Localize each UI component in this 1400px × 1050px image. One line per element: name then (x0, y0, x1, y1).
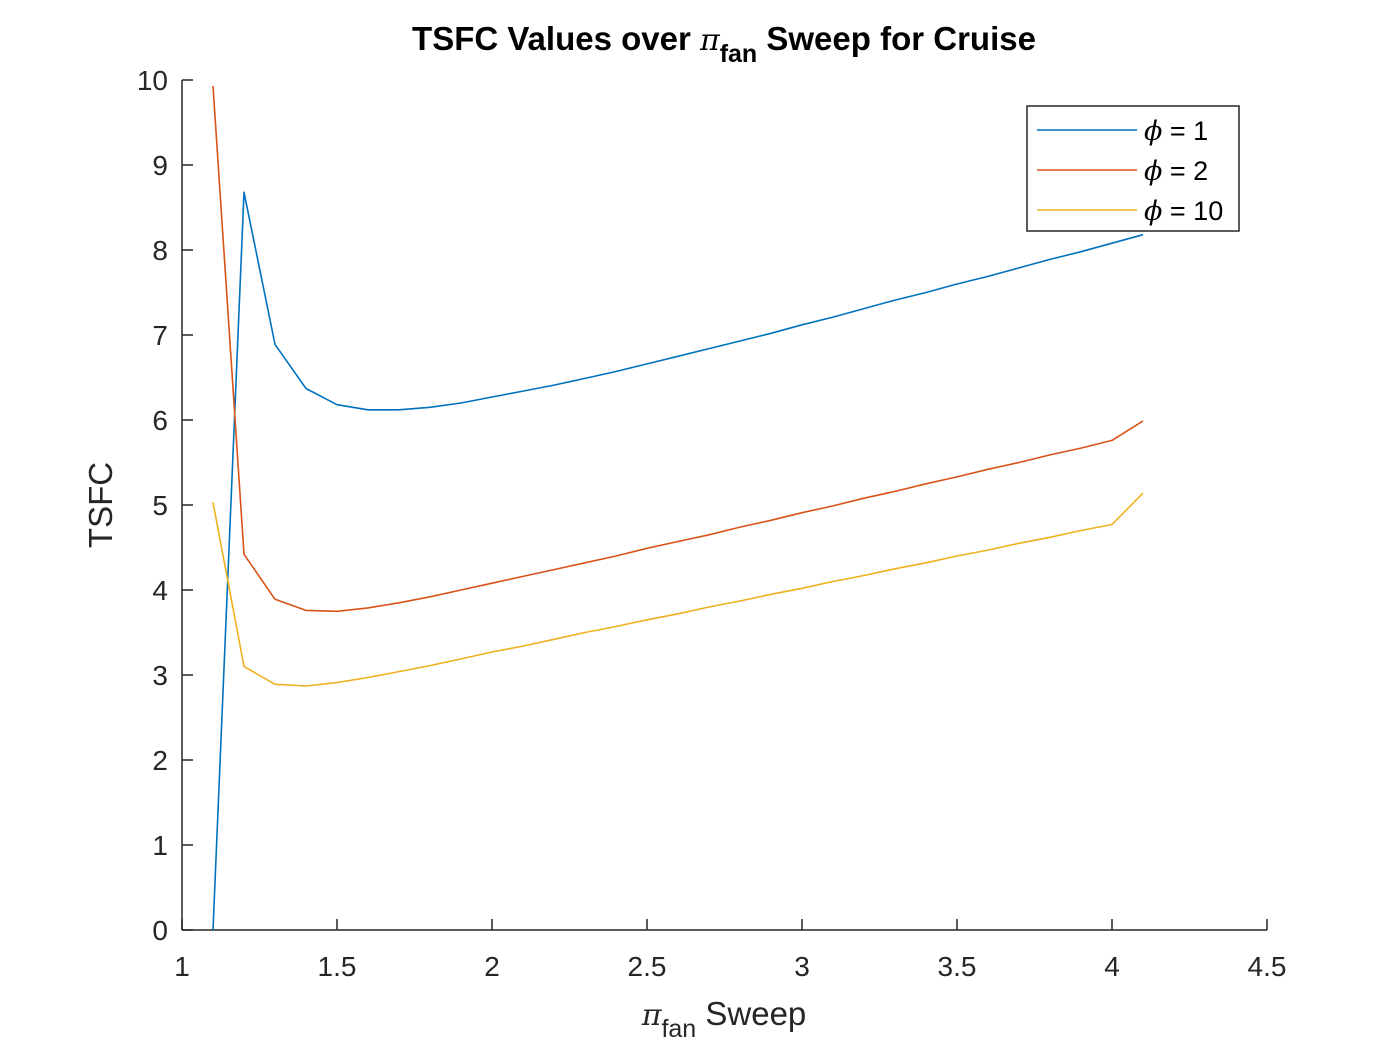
x-tick-label: 1 (174, 951, 190, 982)
legend-items: ϕ = 1ϕ = 2ϕ = 10 (1037, 116, 1223, 227)
y-tick-label: 2 (152, 745, 168, 776)
legend-phi-symbol: ϕ (1144, 116, 1162, 147)
legend-label-3: ϕ = 10 (1144, 196, 1223, 227)
series-line-3 (212, 492, 1144, 687)
y-tick-label: 8 (152, 235, 168, 266)
x-tick-label: 4 (1104, 951, 1120, 982)
series-line-1 (212, 191, 1144, 931)
chart-title: TSFC Values over πfan Sweep for Cruise (412, 20, 1036, 68)
chart-title-subscript: fan (720, 40, 758, 68)
y-tick-label: 7 (152, 320, 168, 351)
x-tick-label: 4.5 (1248, 951, 1287, 982)
y-tick-label: 0 (152, 915, 168, 946)
y-axis-label: TSFC (82, 462, 119, 548)
series-line-2 (212, 85, 1144, 613)
x-axis-label-pi-symbol: π (641, 998, 663, 1033)
y-tick-label: 10 (137, 65, 168, 96)
x-axis-label-subscript: fan (661, 1015, 696, 1043)
x-tick-label: 2 (484, 951, 500, 982)
y-tick-label: 6 (152, 405, 168, 436)
legend-label-text: = 2 (1162, 156, 1208, 186)
x-tick-label: 1.5 (318, 951, 357, 982)
legend-phi-symbol: ϕ (1144, 156, 1162, 187)
legend-label-text: = 1 (1162, 116, 1208, 146)
x-axis-ticks: 1 1.5 2 2.5 3 3.5 4 4.5 (174, 919, 1286, 982)
chart-title-prefix: TSFC Values over (412, 20, 700, 57)
x-tick-label: 2.5 (628, 951, 667, 982)
legend-phi-symbol: ϕ (1144, 196, 1162, 227)
legend-label-2: ϕ = 2 (1144, 156, 1208, 187)
y-tick-label: 4 (152, 575, 168, 606)
legend-label-text: = 10 (1162, 196, 1223, 226)
series-lines (212, 85, 1144, 931)
y-axis-ticks: 0 1 2 3 4 5 6 7 8 9 10 (137, 65, 193, 946)
chart-title-suffix: Sweep for Cruise (757, 20, 1036, 57)
legend-label-1: ϕ = 1 (1144, 116, 1208, 147)
x-axis-label-suffix: Sweep (696, 995, 806, 1032)
legend: ϕ = 1ϕ = 2ϕ = 10 (1026, 105, 1240, 232)
y-tick-label: 9 (152, 150, 168, 181)
y-tick-label: 1 (152, 830, 168, 861)
chart-title-pi-symbol: π (699, 23, 721, 58)
y-tick-label: 3 (152, 660, 168, 691)
x-tick-label: 3.5 (938, 951, 977, 982)
x-axis-label: πfan Sweep (641, 995, 807, 1043)
x-tick-label: 3 (794, 951, 810, 982)
y-tick-label: 5 (152, 490, 168, 521)
